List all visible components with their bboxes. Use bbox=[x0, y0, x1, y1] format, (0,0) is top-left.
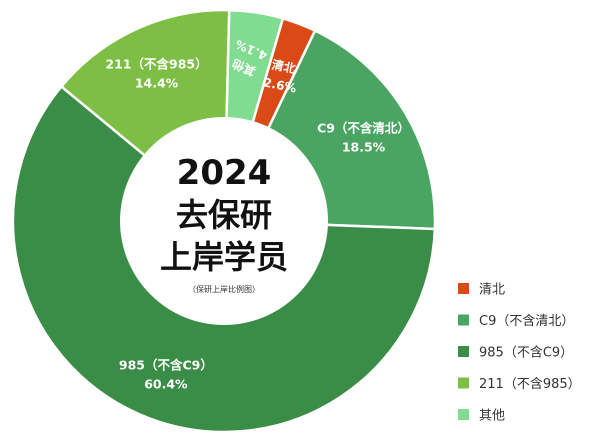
slice-label-value-3: 60.4% bbox=[144, 376, 188, 391]
slice-label-group-1: 清北2.6% bbox=[262, 57, 298, 96]
legend-swatch-1 bbox=[458, 283, 469, 294]
center-title-line2: 上岸学员 bbox=[160, 238, 288, 276]
legend-label-4: 211（不含985） bbox=[479, 376, 581, 392]
legend-label-2: C9（不含清北） bbox=[479, 313, 574, 329]
slice-label-name-3: 985（不含C9） bbox=[119, 357, 213, 372]
legend-label-1: 清北 bbox=[479, 283, 505, 298]
donut-center bbox=[120, 117, 328, 325]
legend-swatch-2 bbox=[458, 314, 469, 326]
center-title-year: 2024 bbox=[177, 153, 272, 193]
legend-swatch-5 bbox=[458, 409, 469, 420]
center-title-block: 2024 去保研 上岸学员 （保研上岸比例图） bbox=[160, 153, 288, 294]
legend-label-5: 其他 bbox=[479, 409, 505, 424]
slice-label-value-2: 18.5% bbox=[342, 140, 386, 155]
chart-legend: 清北 C9（不含清北） 985（不含C9） 211（不含985） 其他 bbox=[458, 283, 581, 424]
legend-label-3: 985（不含C9） bbox=[479, 345, 573, 361]
slice-label-name-2: C9（不含清北） bbox=[317, 121, 410, 136]
legend-swatch-4 bbox=[458, 377, 469, 389]
slice-label-value-4: 14.4% bbox=[135, 76, 179, 91]
slice-label-value-1: 2.6% bbox=[262, 75, 297, 95]
slice-label-name-4: 211（不含985） bbox=[105, 57, 207, 72]
center-subtitle-note: （保研上岸比例图） bbox=[188, 284, 260, 294]
legend-swatch-3 bbox=[458, 346, 469, 357]
center-title-line1: 去保研 bbox=[176, 196, 272, 234]
slice-label-name-1: 清北 bbox=[271, 57, 298, 76]
